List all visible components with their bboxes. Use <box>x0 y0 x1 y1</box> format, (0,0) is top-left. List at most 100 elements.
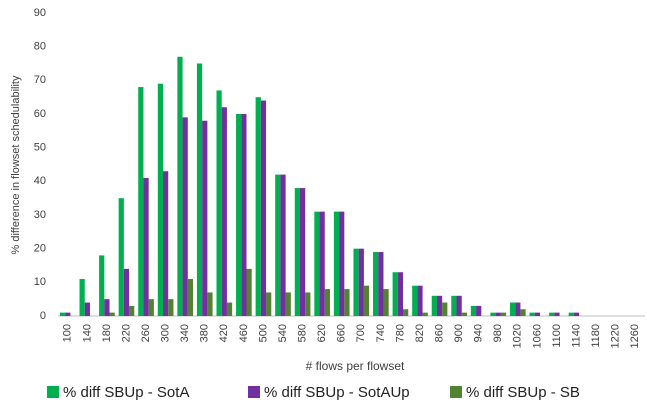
bar <box>280 174 286 316</box>
bar <box>417 285 423 316</box>
bar <box>549 312 555 316</box>
bar <box>314 211 320 316</box>
x-tick-label: 1220 <box>610 324 622 348</box>
y-axis-title: % difference in flowset schedulability <box>10 75 22 254</box>
x-tick-label: 1180 <box>590 324 602 348</box>
x-axis-title: # flows per flowset <box>306 359 405 373</box>
bar <box>344 289 350 316</box>
bar <box>275 174 281 316</box>
y-tick-label: 70 <box>34 74 46 86</box>
bar <box>495 312 501 316</box>
x-tick-label: 140 <box>81 324 93 342</box>
bar <box>99 255 105 316</box>
x-tick-label: 860 <box>433 324 445 342</box>
bar <box>129 305 135 316</box>
y-tick-label: 60 <box>34 108 46 120</box>
bar <box>163 171 169 316</box>
bar <box>554 312 560 316</box>
bar <box>109 312 115 316</box>
bar <box>148 299 154 316</box>
bar <box>422 312 428 316</box>
x-tick-label: 500 <box>257 324 269 342</box>
bar <box>358 248 364 316</box>
bar <box>182 117 188 316</box>
x-tick-label: 540 <box>277 324 289 342</box>
bar <box>65 312 71 316</box>
bar <box>221 107 227 317</box>
bar <box>187 278 194 316</box>
x-tick-label: 380 <box>199 324 211 342</box>
bar <box>470 305 477 316</box>
y-tick-label: 40 <box>34 175 46 187</box>
bar <box>373 252 379 316</box>
x-tick-label: 100 <box>62 324 74 342</box>
bar <box>216 90 222 316</box>
x-tick-label: 220 <box>120 324 132 342</box>
bar <box>319 211 325 316</box>
bar <box>246 268 252 316</box>
bar <box>123 268 130 316</box>
bar <box>339 211 345 316</box>
x-tick-label: 580 <box>296 324 308 342</box>
bar <box>255 97 261 317</box>
legend-swatch <box>47 386 59 398</box>
bar <box>353 248 359 316</box>
x-tick-label: 740 <box>375 324 387 342</box>
bar <box>515 302 521 316</box>
legend-text: % diff SBUp - SotA <box>63 384 189 401</box>
bar <box>461 312 467 316</box>
bar <box>285 292 291 316</box>
x-tick-label: 660 <box>336 324 348 342</box>
x-tick-label: 620 <box>316 324 328 342</box>
x-tick-label: 980 <box>492 324 504 342</box>
bar <box>324 289 330 316</box>
bar <box>476 305 482 316</box>
bar <box>236 114 242 316</box>
legend-swatch <box>248 386 260 398</box>
bar <box>266 292 272 316</box>
y-tick-label: 90 <box>34 7 46 19</box>
bar <box>520 309 526 316</box>
bar <box>442 302 448 316</box>
bar <box>138 87 144 316</box>
bar <box>397 272 404 316</box>
bar <box>500 312 507 316</box>
y-tick-label: 30 <box>34 209 46 221</box>
bar <box>534 312 540 316</box>
x-tick-label: 700 <box>355 324 367 342</box>
bar <box>333 211 340 316</box>
bar <box>59 312 66 316</box>
bar <box>202 120 208 316</box>
y-tick-label: 50 <box>34 142 46 154</box>
bar <box>431 295 437 316</box>
x-tick-label: 1020 <box>512 324 524 348</box>
x-tick-label: 900 <box>453 324 465 342</box>
x-tick-label: 1060 <box>531 324 543 348</box>
bar <box>143 177 149 316</box>
x-tick-label: 420 <box>218 324 230 342</box>
x-tick-label: 300 <box>160 324 172 342</box>
bar <box>529 312 535 316</box>
x-tick-label: 1140 <box>570 324 582 348</box>
bar <box>79 278 85 316</box>
x-tick-label: 340 <box>179 324 191 342</box>
bar <box>157 83 164 316</box>
bar <box>383 289 389 316</box>
x-tick-label: 460 <box>238 324 250 342</box>
y-tick-label: 80 <box>34 41 46 53</box>
y-tick-label: 0 <box>40 310 46 322</box>
bar <box>241 114 247 316</box>
legend-swatch <box>450 386 462 398</box>
bar <box>403 309 409 316</box>
bar <box>260 100 267 317</box>
bar <box>294 188 300 316</box>
bar <box>378 252 384 316</box>
bar <box>509 302 516 316</box>
x-tick-label: 820 <box>414 324 426 342</box>
x-tick-label: 1260 <box>629 324 641 348</box>
bar <box>436 295 443 316</box>
bar <box>490 312 496 316</box>
x-tick-label: 260 <box>140 324 152 342</box>
y-tick-label: 20 <box>34 243 46 255</box>
